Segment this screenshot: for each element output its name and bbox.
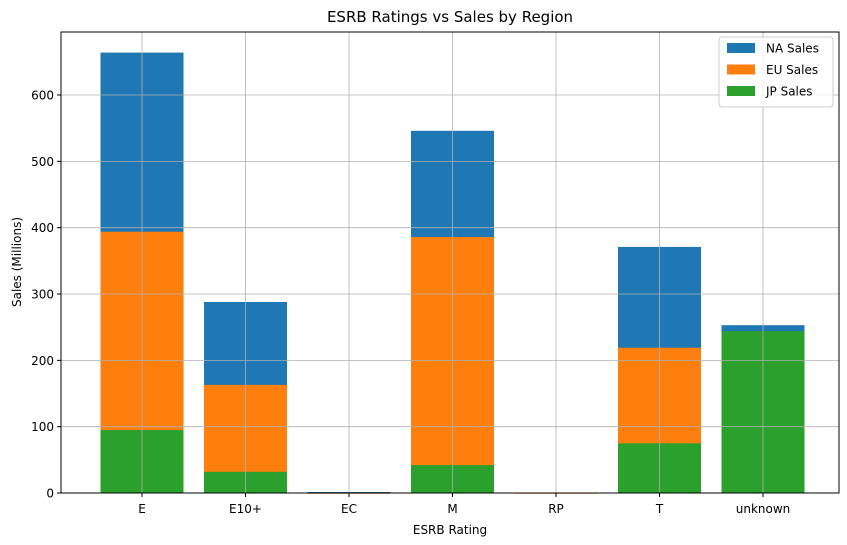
y-tick-label: 0 bbox=[46, 487, 54, 501]
chart-title: ESRB Ratings vs Sales by Region bbox=[327, 8, 573, 26]
y-tick-label: 400 bbox=[31, 221, 54, 235]
legend-swatch-na-sales bbox=[727, 43, 755, 53]
y-tick-label: 500 bbox=[31, 155, 54, 169]
x-tick-label: M bbox=[447, 502, 457, 516]
y-tick-label: 200 bbox=[31, 354, 54, 368]
plot-frame bbox=[60, 31, 840, 494]
legend: NA Sales EU Sales JP Sales bbox=[718, 36, 834, 108]
legend-swatch-jp-sales bbox=[727, 86, 755, 96]
x-axis-label: ESRB Rating bbox=[413, 523, 487, 537]
x-tick-label: EC bbox=[341, 502, 357, 516]
legend-label-na-sales: NA Sales bbox=[766, 42, 819, 56]
x-tick-label: T bbox=[655, 502, 664, 516]
x-tick-label: E10+ bbox=[229, 502, 262, 516]
y-tick-label: 100 bbox=[31, 420, 54, 434]
y-tick-label: 600 bbox=[31, 89, 54, 103]
legend-label-jp-sales: JP Sales bbox=[765, 85, 813, 99]
legend-label-eu-sales: EU Sales bbox=[766, 63, 818, 77]
x-tick-label: RP bbox=[548, 502, 564, 516]
y-tick-label: 300 bbox=[31, 288, 54, 302]
x-tick-label: unknown bbox=[736, 502, 791, 516]
y-axis-label: Sales (Millions) bbox=[10, 217, 24, 307]
legend-swatch-eu-sales bbox=[727, 64, 755, 75]
x-tick-label: E bbox=[138, 502, 146, 516]
